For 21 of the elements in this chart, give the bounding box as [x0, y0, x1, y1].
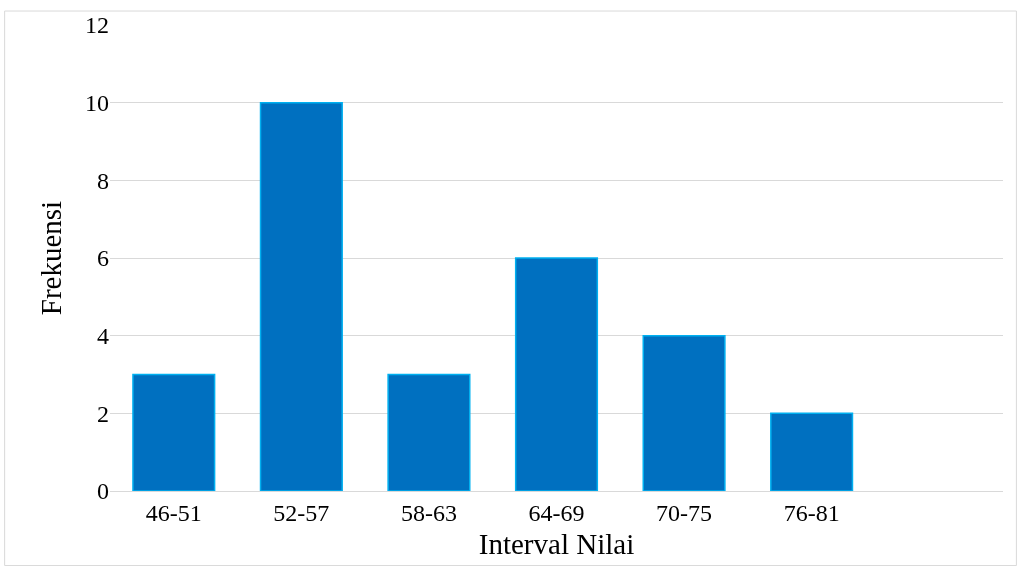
x-tick-label: 70-75 [656, 499, 713, 526]
bar [259, 101, 343, 491]
y-tick-label: 4 [97, 323, 109, 350]
bar [514, 257, 599, 491]
x-tick-label: 76-81 [783, 499, 840, 526]
y-tick-label: 8 [97, 167, 109, 194]
y-tick-label: 12 [85, 12, 109, 39]
x-axis-title: Interval Nilai [478, 527, 635, 560]
bar [770, 412, 854, 491]
bar [132, 373, 216, 491]
bar [642, 334, 726, 491]
y-tick-label: 2 [97, 400, 109, 427]
x-tick-label: 52-57 [273, 499, 330, 526]
y-tick-label: 0 [97, 478, 109, 505]
x-tick-label: 58-63 [400, 499, 457, 526]
x-tick-label: 46-51 [145, 499, 202, 526]
y-tick-label: 6 [97, 245, 109, 272]
x-tick-label: 64-69 [528, 499, 585, 526]
y-axis-title: Frekuensi [35, 200, 68, 316]
bar [387, 373, 471, 491]
y-tick-label: 10 [85, 90, 109, 117]
